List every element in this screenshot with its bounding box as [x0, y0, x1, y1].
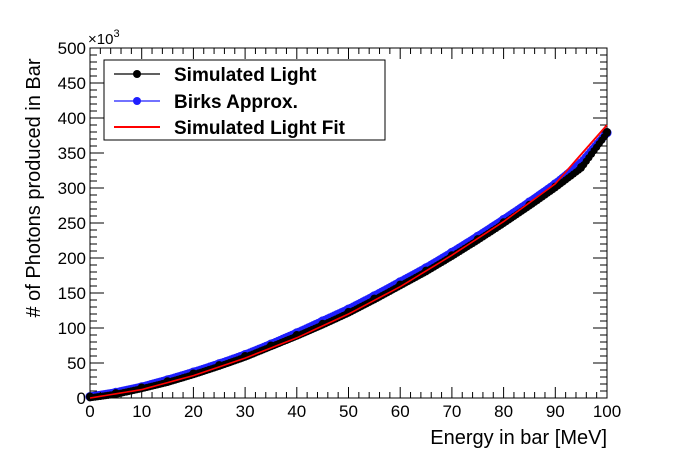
y-axis-title: # of Photons produced in Bar [23, 58, 45, 317]
x-tick-label-70: 70 [442, 402, 461, 421]
x-tick-label-90: 90 [546, 402, 565, 421]
y-tick-label-500: 500 [58, 39, 86, 58]
x-tick-label-50: 50 [339, 402, 358, 421]
x-tick-label-100: 100 [593, 402, 621, 421]
legend-fit-label: Simulated Light Fit [174, 118, 346, 139]
x-tick-label-0: 0 [85, 402, 94, 421]
x-tick-label-10: 10 [132, 402, 151, 421]
birks-markers-layer [85, 128, 612, 402]
x-axis-title: Energy in bar [MeV] [430, 427, 607, 449]
legend-sim-marker [133, 70, 141, 78]
fit-line-layer [89, 124, 608, 399]
y-tick-label-300: 300 [58, 179, 86, 198]
fit-line-overlay [89, 124, 608, 399]
y-tick-label-350: 350 [58, 144, 86, 163]
y-tick-label-450: 450 [58, 74, 86, 93]
legend-birks-marker [133, 97, 141, 105]
y-tick-label-250: 250 [58, 214, 86, 233]
simulated-markers-layer [86, 128, 611, 402]
y-tick-label-200: 200 [58, 249, 86, 268]
y-multiplier-label: ×103 [88, 28, 120, 48]
fit-line [89, 124, 608, 399]
ticks: 0 10 20 30 40 50 60 70 80 90 100 0 50 100 150 200 250 300… [58, 39, 622, 421]
y-tick-label-100: 100 [58, 319, 86, 338]
y-multiplier-base: ×10 [88, 31, 113, 48]
sim-data-point-19 [577, 163, 586, 171]
legend-sim-label: Simulated Light [174, 65, 317, 86]
legend: Simulated Light Birks Approx. Simulated … [103, 59, 386, 141]
sim-data-point-10 [344, 307, 353, 316]
y-tick-label-400: 400 [58, 109, 86, 128]
x-tick-label-20: 20 [184, 402, 203, 421]
y-multiplier-exponent: 3 [113, 28, 119, 40]
legend-birks-label: Birks Approx. [174, 92, 298, 113]
sim-data-point-17 [525, 200, 534, 209]
x-tick-label-60: 60 [391, 402, 410, 421]
sim-data-point-12 [396, 280, 405, 289]
y-tick-label-50: 50 [67, 354, 86, 373]
x-tick-label-80: 80 [494, 402, 513, 421]
y-tick-label-0: 0 [77, 389, 86, 408]
x-tick-label-40: 40 [287, 402, 306, 421]
y-tick-label-150: 150 [58, 284, 86, 303]
fit-line-top [89, 124, 608, 399]
x-tick-label-30: 30 [236, 402, 255, 421]
